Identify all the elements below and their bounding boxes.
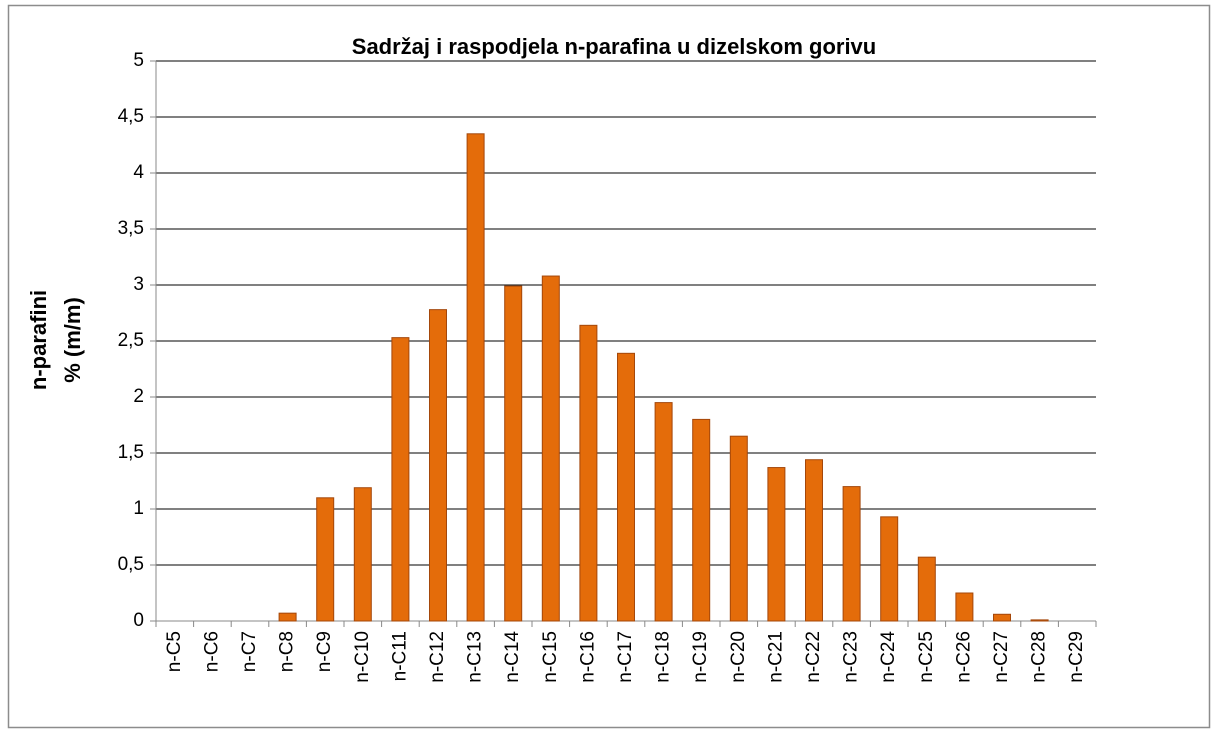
- x-tick-label: n-C16: [577, 631, 598, 683]
- bar: [504, 285, 523, 622]
- bar: [579, 324, 598, 622]
- bar: [429, 309, 447, 622]
- bar: [767, 467, 786, 622]
- bar: [391, 337, 410, 622]
- bar: [692, 418, 711, 622]
- bar: [316, 497, 335, 622]
- x-tick-label: n-C13: [465, 631, 486, 683]
- bar: [466, 133, 485, 622]
- x-tick-label: n-C8: [277, 631, 298, 672]
- y-tick-label: 2: [133, 386, 144, 407]
- x-tick-label: n-C6: [201, 631, 222, 672]
- x-tick-label: n-C25: [916, 631, 937, 683]
- y-axis-label: n-parafini: [26, 290, 51, 390]
- x-tick-label: n-C10: [352, 631, 373, 683]
- bar: [353, 487, 372, 622]
- chart-title: Sadržaj i raspodjela n-parafina u dizels…: [352, 34, 876, 59]
- x-tick-label: n-C9: [314, 631, 335, 672]
- bar: [917, 556, 936, 622]
- bar: [617, 352, 635, 622]
- bar: [880, 516, 899, 622]
- x-tick-label: n-C11: [389, 631, 410, 681]
- x-tick-label: n-C22: [803, 631, 824, 683]
- y-tick-label: 2,5: [118, 330, 144, 351]
- x-tick-label: n-C24: [878, 631, 899, 683]
- y-tick-label: 5: [133, 50, 144, 71]
- bar: [805, 459, 823, 622]
- x-tick-label: n-C18: [653, 631, 674, 683]
- y-tick-label: 0,5: [118, 554, 144, 575]
- y-tick-label: 1,5: [118, 442, 144, 463]
- x-tick-label: n-C5: [164, 631, 185, 672]
- x-tick-label: n-C28: [1029, 631, 1050, 683]
- y-tick-label: 4: [133, 162, 144, 183]
- chart-border: [7, 4, 1211, 729]
- x-tick-label: n-C26: [953, 631, 974, 683]
- y-tick-label: 0: [133, 610, 144, 631]
- bar: [654, 402, 673, 622]
- x-tick-label: n-C21: [765, 631, 786, 683]
- x-tick-label: n-C17: [615, 631, 636, 683]
- bar: [729, 435, 748, 622]
- y-tick-label: 3,5: [118, 218, 144, 239]
- y-tick-label: 1: [133, 498, 144, 519]
- x-tick-label: n-C19: [690, 631, 711, 683]
- x-tick-label: n-C7: [239, 631, 260, 672]
- bar: [541, 275, 560, 622]
- bar: [278, 612, 297, 622]
- x-tick-label: n-C29: [1066, 631, 1087, 683]
- x-tick-label: n-C14: [502, 631, 523, 683]
- y-axis-label: % (m/m): [60, 297, 85, 383]
- bar: [1030, 619, 1049, 622]
- bar: [842, 486, 861, 622]
- x-tick-label: n-C15: [540, 631, 561, 683]
- bar: [955, 592, 974, 622]
- x-tick-label: n-C12: [427, 631, 448, 683]
- x-tick-label: n-C23: [841, 631, 862, 683]
- y-tick-label: 3: [133, 274, 144, 295]
- bar: [993, 613, 1011, 622]
- x-tick-label: n-C20: [728, 631, 749, 683]
- x-tick-label: n-C27: [991, 631, 1012, 683]
- y-tick-label: 4,5: [118, 106, 144, 127]
